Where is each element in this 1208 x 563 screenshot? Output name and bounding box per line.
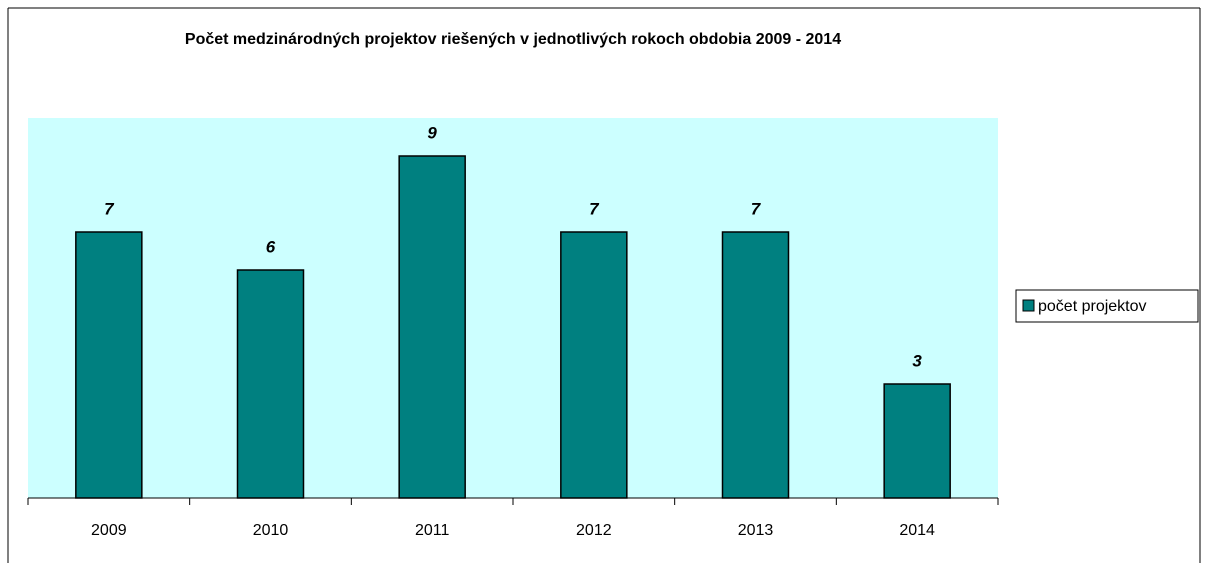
x-tick-label: 2014 <box>899 522 935 539</box>
bar <box>560 231 628 499</box>
legend-swatch <box>1022 299 1035 312</box>
x-tick-label: 2009 <box>91 522 127 539</box>
value-label: 7 <box>589 199 600 218</box>
bar <box>398 155 466 499</box>
value-label: 3 <box>912 351 922 370</box>
bar <box>721 231 790 499</box>
bar <box>236 269 305 499</box>
x-tick-label: 2011 <box>415 522 450 539</box>
x-tick-label: 2010 <box>253 522 289 539</box>
bar <box>883 383 951 499</box>
legend-label: počet projektov <box>1038 298 1147 315</box>
x-tick-label: 2013 <box>738 522 774 539</box>
value-label: 6 <box>266 237 276 256</box>
legend-box <box>1015 289 1199 323</box>
chart-title: Počet medzinárodných projektov riešených… <box>185 31 841 48</box>
value-label: 7 <box>751 199 762 218</box>
plot-area <box>28 118 998 498</box>
bar <box>75 231 143 499</box>
value-label: 9 <box>427 123 437 142</box>
value-label: 7 <box>104 199 115 218</box>
x-tick-label: 2012 <box>576 522 612 539</box>
